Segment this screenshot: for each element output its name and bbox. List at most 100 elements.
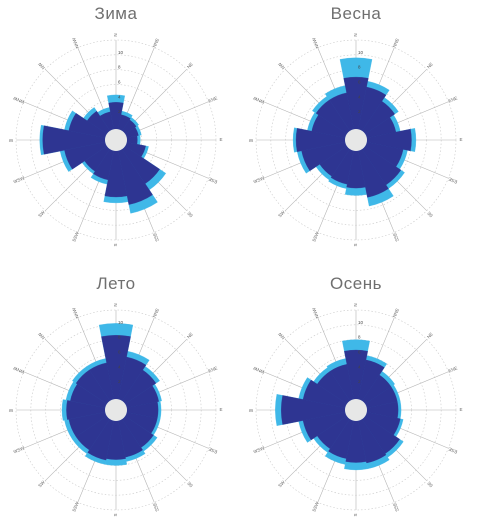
ring-tick-label: 4 — [118, 94, 121, 99]
direction-label: NW — [37, 331, 46, 340]
direction-label: ESE — [208, 446, 218, 454]
panel-title: Осень — [330, 274, 382, 293]
direction-label: E — [459, 137, 462, 142]
direction-label: N — [353, 33, 358, 36]
ring-tick-label: 6 — [118, 350, 121, 355]
direction-label: SE — [186, 481, 194, 489]
wind-rose-plot: 2 4 6 8 10 N NNE NE ENE E ESE SE SSE S SSW SW WSW W WNW NW N… — [8, 303, 222, 516]
ring-tick-label: 10 — [358, 50, 364, 55]
ring-tick-label: 8 — [358, 65, 361, 70]
direction-label: SW — [277, 479, 286, 488]
direction-label: N — [353, 303, 358, 306]
direction-label: ENE — [208, 95, 218, 103]
direction-label: SSE — [392, 502, 400, 512]
direction-label: E — [219, 407, 222, 412]
wind-rose-spring: Весна 2 4 6 8 10 N NNE NE ENE E ESE SE SSE S SSW SW WSW W… — [240, 0, 472, 260]
direction-label: SSW — [311, 501, 320, 513]
direction-label: SSW — [311, 231, 320, 243]
direction-label: SSW — [71, 501, 80, 513]
direction-label: ESE — [208, 176, 218, 184]
direction-label: S — [353, 243, 358, 246]
ring-tick-label: 8 — [118, 65, 121, 70]
direction-label: NNE — [392, 308, 400, 319]
direction-label: WSW — [13, 175, 26, 184]
direction-label: ENE — [208, 365, 218, 373]
direction-label: E — [459, 407, 462, 412]
direction-label: WNW — [12, 95, 25, 104]
direction-label: NW — [37, 61, 46, 70]
ring-tick-label: 2 — [118, 109, 121, 114]
ring-tick-label: 4 — [118, 364, 121, 369]
direction-label: NW — [277, 61, 286, 70]
direction-label: ENE — [448, 365, 458, 373]
ring-tick-label: 4 — [358, 94, 361, 99]
calm-center — [105, 129, 127, 151]
wind-rose-plot: 2 4 6 8 10 N NNE NE ENE E ESE SE SSE S SSW SW WSW W WNW NW N… — [248, 303, 462, 516]
direction-label: WNW — [252, 365, 265, 374]
wind-rose-winter: Зима 2 4 6 8 10 N NNE NE ENE E ESE SE SSE S SSW SW WSW W W… — [0, 0, 232, 260]
direction-label: WNW — [12, 365, 25, 374]
direction-label: NE — [426, 332, 434, 340]
direction-label: S — [113, 513, 118, 516]
direction-label: SE — [426, 211, 434, 219]
panel-title: Лето — [96, 274, 136, 293]
ring-tick-label: 10 — [118, 50, 124, 55]
direction-label: SW — [277, 209, 286, 218]
direction-label: ENE — [448, 95, 458, 103]
ring-tick-label: 10 — [358, 320, 364, 325]
direction-label: W — [248, 138, 253, 143]
direction-label: W — [248, 408, 253, 413]
direction-label: SE — [426, 481, 434, 489]
calm-center — [105, 399, 127, 421]
direction-label: NNW — [71, 36, 80, 49]
direction-label: SSE — [392, 232, 400, 242]
panel-title: Весна — [330, 4, 382, 23]
direction-label: SE — [186, 211, 194, 219]
ring-tick-label: 6 — [358, 80, 361, 85]
direction-label: SW — [37, 479, 46, 488]
direction-label: S — [353, 513, 358, 516]
wind-rose-plot: 2 4 6 8 10 N NNE NE ENE E ESE SE SSE S SSW SW WSW W WNW NW N… — [8, 33, 222, 246]
ring-tick-label: 6 — [118, 80, 121, 85]
calm-center — [345, 129, 367, 151]
direction-label: NNW — [311, 306, 320, 319]
direction-label: NE — [186, 62, 194, 70]
direction-label: NE — [186, 332, 194, 340]
ring-tick-label: 8 — [118, 335, 121, 340]
direction-label: NNE — [152, 308, 160, 319]
direction-label: NNE — [392, 38, 400, 49]
direction-label: W — [8, 138, 13, 143]
panel-title: Зима — [94, 4, 138, 23]
direction-label: W — [8, 408, 13, 413]
direction-label: WNW — [252, 95, 265, 104]
ring-tick-label: 8 — [358, 335, 361, 340]
direction-label: N — [113, 303, 118, 306]
wind-rose-summer: Лето 2 4 6 8 10 N NNE NE ENE E ESE SE SSE S SSW SW WSW W W… — [0, 270, 232, 530]
direction-label: SW — [37, 209, 46, 218]
direction-label: NW — [277, 331, 286, 340]
direction-label: SSE — [152, 502, 160, 512]
direction-label: NNW — [311, 36, 320, 49]
direction-label: S — [113, 243, 118, 246]
direction-label: WSW — [253, 445, 266, 454]
direction-label: N — [113, 33, 118, 36]
wind-rose-autumn: Осень 2 4 6 8 10 N NNE NE ENE E ESE SE SSE S SSW SW WSW W… — [240, 270, 472, 530]
direction-label: SSE — [152, 232, 160, 242]
wind-rose-plot: 2 4 6 8 10 N NNE NE ENE E ESE SE SSE S SSW SW WSW W WNW NW N… — [248, 33, 462, 246]
direction-label: NE — [426, 62, 434, 70]
direction-label: NNW — [71, 306, 80, 319]
direction-label: WSW — [253, 175, 266, 184]
ring-tick-label: 10 — [118, 320, 124, 325]
calm-center — [345, 399, 367, 421]
ring-tick-label: 2 — [358, 379, 361, 384]
direction-label: E — [219, 137, 222, 142]
ring-tick-label: 4 — [358, 364, 361, 369]
ring-tick-label: 2 — [118, 379, 121, 384]
direction-label: NNE — [152, 38, 160, 49]
direction-label: WSW — [13, 445, 26, 454]
ring-tick-label: 6 — [358, 350, 361, 355]
ring-tick-label: 2 — [358, 109, 361, 114]
direction-label: ESE — [448, 176, 458, 184]
direction-label: ESE — [448, 446, 458, 454]
